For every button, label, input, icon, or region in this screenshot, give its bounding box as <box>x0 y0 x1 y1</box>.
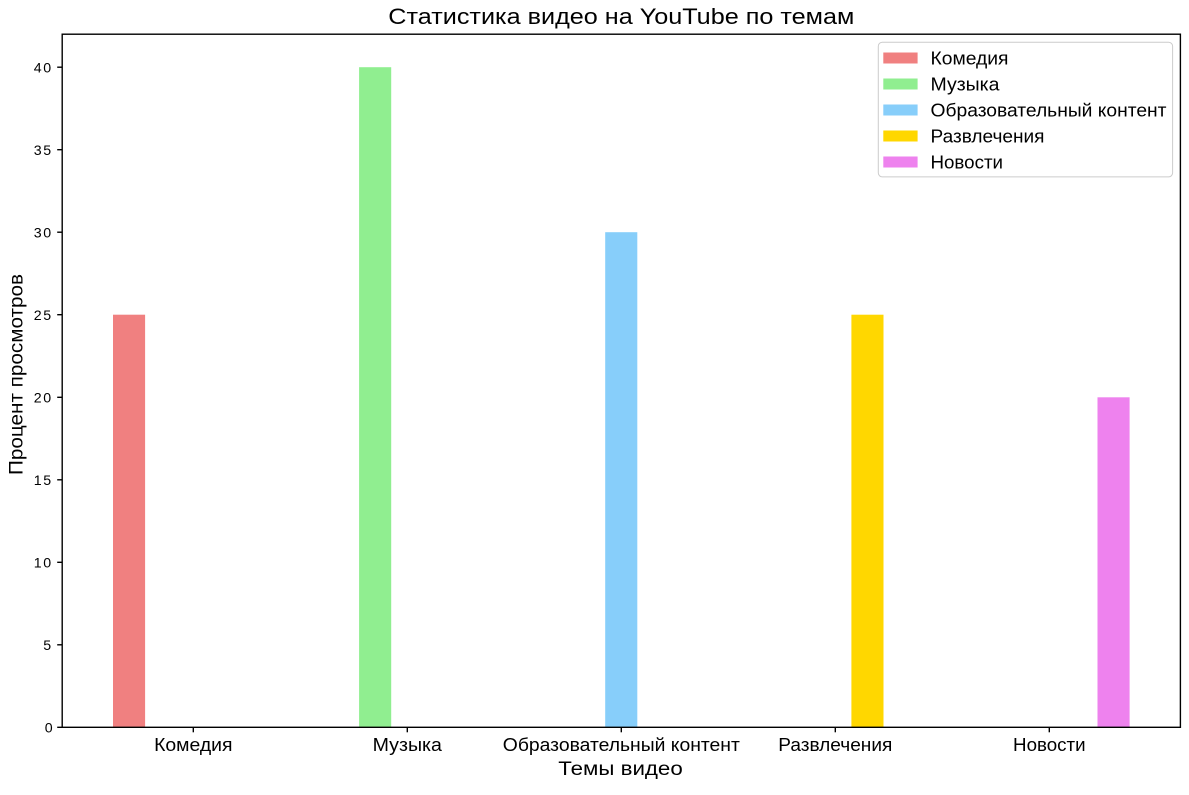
svg-text:5: 5 <box>43 638 53 654</box>
svg-text:Музыка: Музыка <box>373 735 443 755</box>
svg-text:Новости: Новости <box>1013 735 1086 755</box>
svg-text:30: 30 <box>34 225 53 241</box>
svg-text:40: 40 <box>34 60 53 76</box>
svg-text:Процент просмотров: Процент просмотров <box>6 274 28 475</box>
svg-text:Музыка: Музыка <box>931 75 1001 96</box>
svg-text:Статистика видео на YouTube по: Статистика видео на YouTube по темам <box>388 4 854 29</box>
svg-text:Образовательный контент: Образовательный контент <box>931 101 1167 122</box>
svg-text:35: 35 <box>34 143 53 159</box>
svg-text:0: 0 <box>45 721 53 737</box>
svg-text:20: 20 <box>34 391 53 407</box>
svg-text:10: 10 <box>34 556 53 572</box>
svg-text:Комедия: Комедия <box>931 49 1009 70</box>
svg-text:Образовательный контент: Образовательный контент <box>503 735 741 755</box>
svg-text:Комедия: Комедия <box>154 735 232 755</box>
svg-text:15: 15 <box>34 473 53 489</box>
svg-text:Развлечения: Развлечения <box>931 127 1045 148</box>
svg-text:Развлечения: Развлечения <box>778 735 892 755</box>
svg-text:25: 25 <box>34 308 53 324</box>
svg-text:Новости: Новости <box>931 153 1004 174</box>
svg-text:Темы видео: Темы видео <box>558 758 683 780</box>
